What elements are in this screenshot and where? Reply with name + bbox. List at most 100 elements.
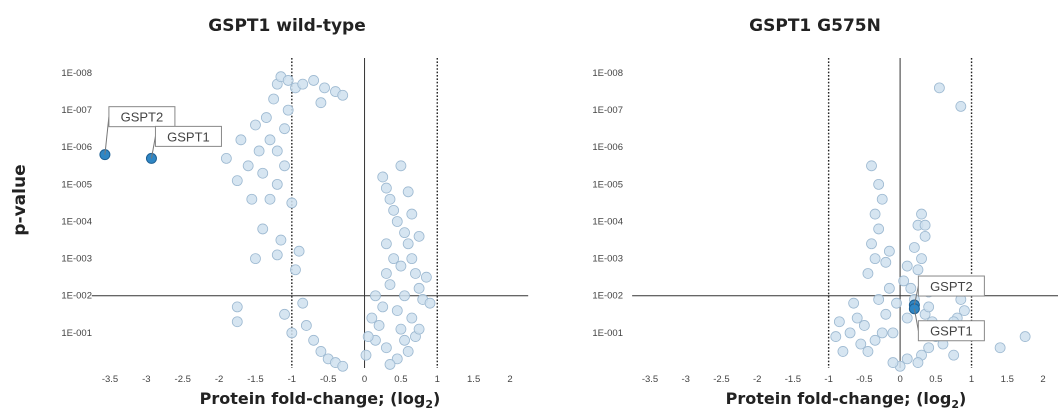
data-point <box>410 268 421 279</box>
data-point <box>406 312 418 324</box>
data-point <box>260 112 272 123</box>
data-point <box>994 342 1006 354</box>
x-tick-label: 1 <box>435 374 440 385</box>
x-tick-label: -3.5 <box>642 374 658 385</box>
data-point <box>420 271 432 283</box>
data-point <box>876 327 888 339</box>
y-tick-label: 1E-005 <box>592 179 623 190</box>
data-point <box>264 193 276 205</box>
data-point <box>231 301 243 313</box>
data-point <box>873 223 885 235</box>
data-point <box>873 294 885 305</box>
data-point <box>315 97 327 109</box>
data-point <box>380 182 392 194</box>
y-axis-label: p-value <box>10 164 30 235</box>
data-point <box>235 134 247 146</box>
x-tick-label: 1 <box>969 374 974 385</box>
data-point <box>851 312 863 324</box>
plot-area <box>632 58 1058 370</box>
data-point <box>257 167 269 179</box>
data-point <box>844 327 856 339</box>
data-point <box>297 78 309 90</box>
data-point <box>933 82 945 94</box>
data-point <box>297 297 309 309</box>
data-point <box>876 193 888 205</box>
y-tick-label: 1E-004 <box>592 216 623 227</box>
data-point <box>406 208 418 220</box>
data-point <box>869 253 881 265</box>
highlighted-points <box>908 299 920 315</box>
y-tick-label: 1E-003 <box>592 254 623 265</box>
data-point <box>293 245 305 257</box>
data-point <box>286 327 298 339</box>
data-point <box>912 357 924 368</box>
x-tick-label: 0.5 <box>929 374 942 385</box>
data-point <box>395 260 407 272</box>
data-point <box>271 145 283 157</box>
data-point <box>388 204 400 216</box>
y-tick-label: 1E-002 <box>61 291 92 302</box>
data-point <box>855 338 867 350</box>
data-point <box>399 334 410 346</box>
callout-leader <box>913 308 919 331</box>
y-tick-labels: 1E-008 1E-007 1E-006 1E-005 1E-004 1E-003 1E-0… <box>61 68 92 339</box>
x-tick-label: 1.5 <box>1001 374 1014 385</box>
data-point <box>377 171 389 183</box>
data-point <box>858 320 870 331</box>
callouts: GSPT2 GSPT1 <box>913 275 985 342</box>
data-point <box>955 101 967 112</box>
threshold-lines <box>827 58 973 368</box>
data-point <box>866 238 877 250</box>
data-point <box>908 242 920 253</box>
y-tick-label: 1E-008 <box>592 68 623 79</box>
data-point <box>337 360 349 372</box>
data-point <box>264 134 276 146</box>
data-point <box>916 253 927 265</box>
data-point <box>883 282 895 294</box>
data-point <box>887 327 899 339</box>
x-tick-label: -0.5 <box>320 374 336 385</box>
data-point <box>391 216 403 227</box>
x-tick-label: 0 <box>897 374 902 385</box>
x-tick-label: 1.5 <box>467 374 480 385</box>
data-point <box>360 349 372 361</box>
data-point <box>362 331 374 342</box>
x-tick-label: -2.5 <box>713 374 729 385</box>
data-point <box>250 119 261 131</box>
data-point <box>377 301 389 313</box>
y-tick-label: 1E-005 <box>61 179 92 190</box>
background-points <box>220 71 436 372</box>
data-point <box>380 342 392 354</box>
data-point <box>959 305 970 316</box>
plot-frame <box>632 58 1058 370</box>
data-point <box>271 178 283 190</box>
data-point <box>399 290 410 302</box>
data-point <box>923 301 935 313</box>
chart-title: GSPT1 G575N <box>749 16 881 36</box>
data-point <box>833 316 845 328</box>
data-point <box>905 282 917 294</box>
y-tick-label: 1E-008 <box>61 68 92 79</box>
data-point <box>391 353 403 365</box>
x-tick-labels: -3.5 -3 -2.5 -2 -1.5 -1 -0.5 0 0.5 1 1.5 2 <box>642 374 1046 385</box>
x-tick-label: -1.5 <box>247 374 263 385</box>
callout-box <box>108 106 176 128</box>
data-point <box>887 357 899 368</box>
data-point <box>268 93 280 105</box>
data-point <box>880 308 892 320</box>
axis-lines <box>632 58 1058 368</box>
data-point <box>286 197 298 209</box>
data-point <box>866 160 877 172</box>
data-point <box>406 253 418 265</box>
data-point <box>246 193 258 205</box>
chart-title: GSPT1 wild-type <box>208 16 366 36</box>
data-point <box>319 82 330 94</box>
data-point <box>380 268 392 279</box>
data-point <box>290 264 301 276</box>
x-axis-label: Protein fold-change; (log2) <box>200 389 441 411</box>
callout-label-gspt1: GSPT1 <box>167 129 210 144</box>
y-tick-label: 1E-007 <box>592 105 623 116</box>
data-point <box>373 320 385 331</box>
data-point <box>424 297 436 309</box>
data-point <box>873 178 885 190</box>
